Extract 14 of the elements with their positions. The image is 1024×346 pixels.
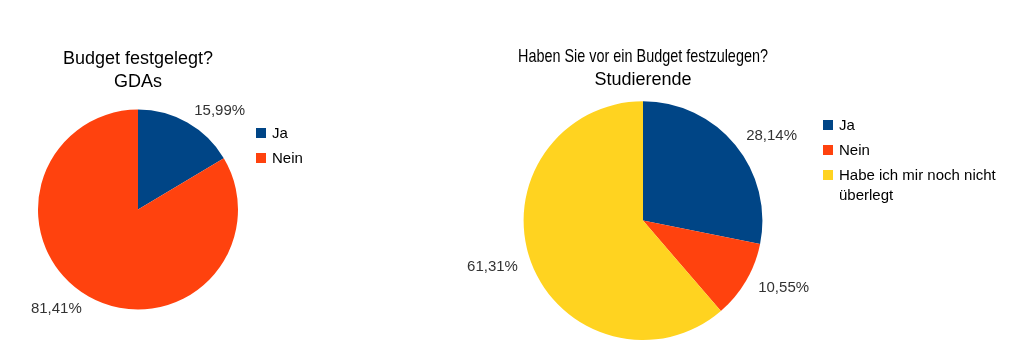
chart-title: Budget festgelegt?: [62, 47, 214, 68]
legend-label: Habe ich mir noch nicht überlegt: [839, 165, 997, 205]
legend-label: Ja: [839, 115, 855, 135]
data-label: 61,31%: [467, 257, 518, 275]
legend-label: Ja: [272, 123, 288, 143]
data-label: 10,55%: [758, 278, 810, 296]
chart-subtitle: GDAs: [113, 71, 163, 92]
chart-title: Haben Sie vor ein Budget festzulegen?: [518, 45, 768, 66]
data-label: 81,41%: [30, 298, 82, 316]
data-label: 15,99%: [194, 100, 246, 118]
legend-label: Nein: [272, 148, 303, 168]
chart-subtitle: Studierende: [594, 69, 692, 90]
legend-label: Nein: [839, 140, 870, 160]
data-label: 28,14%: [746, 126, 798, 144]
